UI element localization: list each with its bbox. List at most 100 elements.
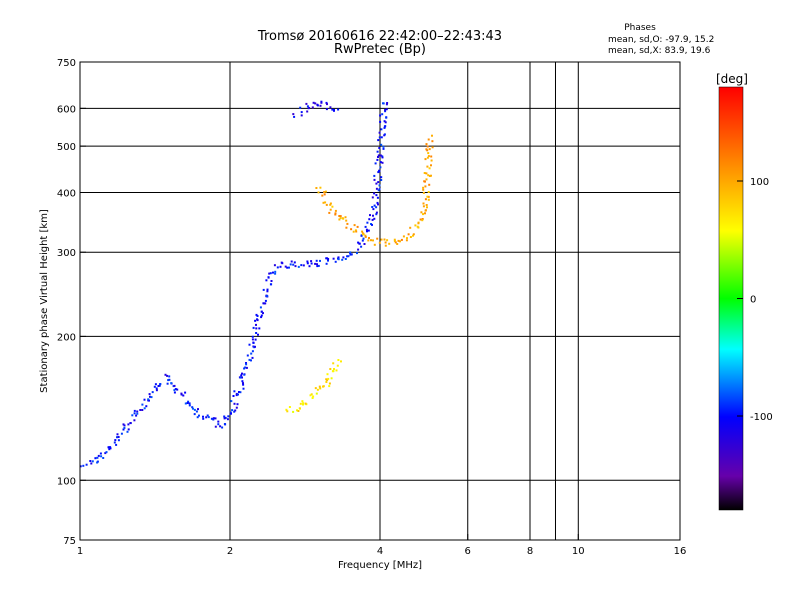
- data-point: [265, 279, 268, 282]
- data-point: [239, 376, 242, 379]
- data-point: [376, 150, 379, 153]
- data-point: [329, 208, 332, 211]
- data-point: [375, 187, 378, 190]
- x-tick-label: 16: [674, 546, 687, 557]
- data-point: [266, 295, 269, 297]
- data-point: [344, 216, 347, 219]
- data-point: [274, 272, 277, 275]
- data-point: [422, 202, 425, 205]
- data-point: [371, 218, 374, 221]
- data-point: [227, 415, 230, 418]
- data-point: [155, 387, 158, 390]
- data-point: [336, 364, 339, 367]
- data-point: [223, 417, 226, 420]
- data-point: [344, 258, 347, 260]
- data-point: [380, 179, 383, 181]
- data-point: [377, 189, 380, 192]
- data-point: [328, 385, 331, 388]
- data-point: [314, 387, 317, 390]
- data-point: [242, 383, 245, 386]
- data-point: [80, 465, 82, 468]
- data-point: [424, 185, 427, 188]
- data-point: [267, 276, 270, 279]
- data-point: [133, 419, 136, 422]
- stats-line-o: mean, sd,O: -97.9, 15.2: [608, 35, 714, 45]
- data-point: [315, 187, 318, 189]
- data-point: [233, 410, 236, 413]
- y-tick-label: 400: [57, 188, 76, 199]
- data-point: [333, 109, 335, 112]
- data-point: [270, 283, 273, 286]
- data-point: [254, 345, 256, 348]
- data-point: [358, 242, 361, 245]
- data-point: [299, 407, 301, 410]
- data-point: [316, 104, 319, 107]
- data-point: [154, 383, 157, 386]
- data-point: [384, 109, 387, 111]
- data-point: [260, 314, 263, 317]
- data-point: [375, 182, 378, 185]
- data-point: [317, 191, 320, 194]
- data-point: [306, 262, 309, 265]
- data-point: [335, 369, 338, 372]
- data-point: [332, 362, 335, 365]
- data-point: [299, 402, 302, 405]
- data-point: [363, 243, 366, 245]
- data-point: [149, 395, 151, 398]
- data-point: [325, 262, 328, 265]
- data-point: [372, 208, 375, 211]
- data-point: [310, 260, 313, 263]
- colorbar-tick-label: 0: [750, 295, 756, 306]
- data-point: [232, 395, 235, 397]
- data-point: [430, 174, 432, 177]
- data-point: [328, 211, 331, 214]
- data-point: [427, 198, 430, 201]
- data-point: [292, 410, 295, 413]
- data-point: [242, 387, 245, 390]
- data-point: [424, 209, 427, 212]
- data-point: [431, 134, 433, 137]
- data-point: [386, 239, 389, 242]
- data-point: [428, 148, 431, 151]
- data-point: [427, 155, 430, 158]
- data-point: [223, 423, 226, 425]
- data-point: [426, 145, 429, 148]
- data-point: [376, 158, 379, 161]
- data-point: [430, 159, 433, 162]
- data-point: [385, 103, 388, 106]
- data-point: [309, 394, 312, 397]
- data-point: [159, 383, 162, 385]
- data-point: [326, 373, 329, 376]
- data-point: [361, 230, 364, 233]
- data-point: [327, 258, 330, 260]
- data-point: [241, 376, 243, 379]
- data-point: [311, 397, 314, 399]
- data-points: [77, 100, 434, 469]
- x-tick-label: 1: [77, 546, 83, 557]
- data-point: [269, 272, 272, 275]
- data-point: [153, 385, 156, 388]
- data-point: [235, 406, 238, 409]
- data-point: [380, 238, 383, 241]
- data-point: [378, 188, 381, 191]
- data-point: [192, 407, 194, 410]
- data-point: [306, 110, 309, 113]
- data-point: [322, 385, 324, 388]
- data-point: [238, 391, 240, 393]
- data-point: [234, 409, 237, 412]
- data-point: [168, 375, 171, 378]
- data-point: [136, 412, 139, 415]
- data-point: [371, 196, 374, 199]
- data-point: [233, 402, 236, 405]
- data-point: [375, 206, 378, 209]
- data-point: [419, 218, 422, 221]
- data-point: [427, 152, 430, 155]
- data-point: [258, 327, 261, 330]
- data-point: [77, 467, 79, 469]
- y-axis-label: Stationary phase Virtual Height [km]: [39, 209, 50, 393]
- data-point: [340, 360, 342, 363]
- data-point: [379, 120, 382, 123]
- data-point: [235, 394, 238, 397]
- data-point: [147, 398, 150, 401]
- data-point: [329, 203, 332, 206]
